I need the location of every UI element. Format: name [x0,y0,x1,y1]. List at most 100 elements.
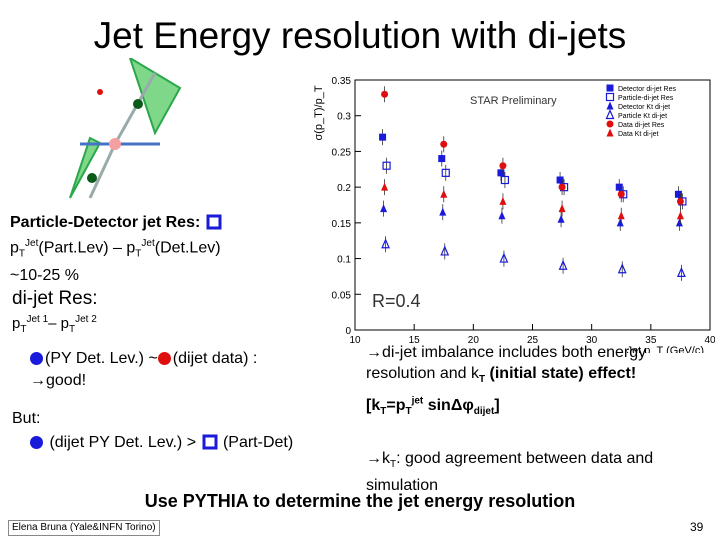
x-tick-label: 40 [704,335,715,346]
data-point [557,214,565,223]
legend-marker [606,84,614,92]
legend-marker [605,109,615,120]
x-tick-label: 10 [349,335,361,346]
y-tick-label: 0.35 [332,76,352,87]
legend-label: Detector Kt di-jet [618,104,670,111]
data-point [556,176,564,184]
red-dot-icon [157,352,171,365]
kt-2: : good agreement between data and simula… [366,450,654,495]
data-point [616,218,624,227]
legend-marker [606,128,614,137]
data-point [380,204,388,213]
but-label: But: [12,410,41,427]
data-point [497,169,505,177]
dj-sup2: Jet 2 [75,314,97,325]
chart-annotation: R=0.4 [372,291,421,311]
data-point [381,182,389,191]
x-tick-label: 30 [586,335,598,346]
imb-3: [k [366,396,381,414]
legend-label: Data Kt di-jet [618,131,659,138]
data-point [558,204,566,213]
y-tick-label: 0.2 [337,183,351,194]
cmp-1a: (PY Det. Lev.) ~ [45,350,158,367]
comparison-line-2: (dijet PY Det. Lev.) > (Part-Det) [30,433,350,452]
x-tick-label: 15 [409,335,421,346]
y-axis-label: σ(p_T)/p_T [313,85,325,140]
data-point [379,133,387,141]
jet-dot-lower [87,173,97,183]
blue-dot-icon [30,436,43,449]
data-point [676,197,684,205]
open-square-icon [202,434,217,450]
data-point [617,190,625,198]
pd-end: (Det.Lev) [154,239,221,257]
legend-marker [606,120,614,128]
legend-marker [606,101,614,110]
jet-dot-upper [133,99,143,109]
legend-label: Particle-di-jet Res [618,95,674,102]
imb-1: →di-jet imbalance includes both energy r… [366,344,647,382]
data-point [438,155,446,163]
data-point [617,211,625,220]
pd-sub1: T [18,248,26,260]
data-point [558,183,566,191]
cmp-1c: →good! [30,372,87,389]
data-point [441,168,450,177]
data-point [499,252,509,263]
legend-label: Particle Kt di-jet [618,113,667,120]
dj-sub1: T [20,324,27,335]
pd-mid: (Part.Lev) – p [38,239,136,257]
dj-sup1: Jet 1 [26,314,49,325]
page-number: 39 [690,520,704,534]
imb-3-sub: T [380,405,387,417]
data-point [440,140,448,148]
data-point [440,189,448,198]
pd-sup2: Jet [141,238,155,249]
imb-4: =p [386,396,406,414]
open-square-icon [206,214,222,230]
y-tick-label: 0.1 [337,255,351,266]
data-point [674,190,682,198]
imb-4-sup: jet [411,395,424,407]
data-point [498,211,506,220]
imb-1-sub: T [478,374,486,386]
x-tick-label: 25 [527,335,539,346]
kt-note: →kT: good agreement between data and sim… [366,448,706,496]
data-point [617,263,627,274]
y-tick-label: 0.25 [332,147,352,158]
plot-frame [354,79,711,331]
x-tick-label: 35 [645,335,657,346]
chart-title: STAR Preliminary [470,95,557,107]
imb-5: sinΔφ [423,396,474,414]
x-axis-label: Jet p_T (GeV/c) [627,345,704,353]
data-point [381,238,391,249]
imb-4-sub: T [405,405,412,417]
dijet-expr: pTJet 1– pTJet 2 [12,314,97,335]
legend-marker [605,92,615,102]
blue-dot-icon [30,352,43,365]
imb-2: (initial state) effect! [485,365,637,382]
cone-upper [128,58,182,136]
data-point [440,245,450,256]
cone-lower [69,136,102,199]
dj-mid: – p [48,315,69,332]
vertex [109,138,121,150]
kt-1: →k [366,450,390,467]
y-tick-label: 0.15 [332,219,352,230]
kt-1-sub: T [390,459,397,471]
pd-sub2: T [135,248,142,260]
slide-title: Jet Energy resolution with di-jets [93,15,627,56]
pythia-conclusion: Use PYTHIA to determine the jet energy r… [144,491,576,511]
y-tick-label: 0.3 [337,112,351,123]
y-tick-label: 0 [345,326,351,337]
imb-5-sub: dijet [473,405,495,417]
pd-heading: Particle-Detector jet Res: [10,214,201,231]
data-point [381,90,389,98]
x-tick-label: 20 [468,335,480,346]
data-point [499,196,507,205]
comparison-line-1: (PY Det. Lev.) ~ (dijet data) : →good! [30,348,350,392]
data-point [439,207,447,216]
y-tick-label: 0.05 [332,290,352,301]
particle-red [97,89,103,95]
pd-p: p [10,239,19,257]
